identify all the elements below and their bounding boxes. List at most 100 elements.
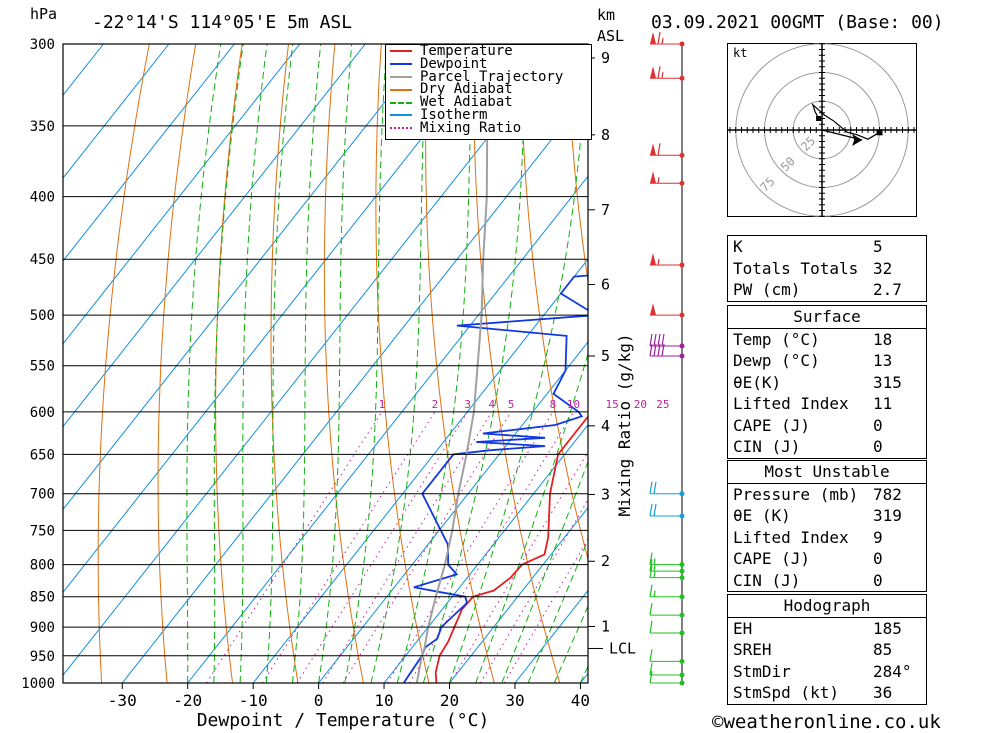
pressure-tick-label: 650 bbox=[30, 447, 55, 463]
mixing-ratio-label: 25 bbox=[656, 398, 669, 411]
pressure-unit-label: hPa bbox=[30, 5, 58, 23]
pressure-tick-label: 600 bbox=[30, 405, 55, 421]
legend-entry: Mixing Ratio bbox=[386, 119, 591, 136]
wet-adiabat-line bbox=[186, 44, 222, 683]
storm-motion-arrowhead bbox=[852, 134, 863, 147]
pressure-tick-label: 350 bbox=[30, 119, 55, 135]
wet-adiabat-line bbox=[239, 44, 268, 683]
index-value: 11 bbox=[873, 394, 893, 414]
legend-entry: Dewpoint bbox=[386, 57, 591, 71]
pressure-tick-label: 700 bbox=[30, 487, 55, 503]
indices-table-hodograph: Hodograph EH 185 SREH 85 StmDir 284° StmSpd (k… bbox=[727, 594, 927, 705]
height-tick-label: 6 bbox=[601, 276, 610, 294]
index-row: Lifted Index 11 bbox=[728, 393, 926, 415]
isotherm-line bbox=[121, 92, 588, 683]
mixing-ratio-axis-title: Mixing Ratio (g/kg) bbox=[615, 333, 634, 516]
mixing-ratio-line bbox=[322, 411, 493, 683]
temperature-tick-label: -30 bbox=[108, 691, 137, 710]
index-row: StmSpd (kt) 36 bbox=[728, 682, 926, 704]
temperature-tick-label: 30 bbox=[505, 691, 524, 710]
index-label: EH bbox=[733, 618, 753, 638]
index-label: Dewp (°C) bbox=[733, 351, 820, 371]
index-value: 85 bbox=[873, 640, 893, 660]
index-row: CIN (J) 0 bbox=[728, 436, 926, 458]
indices-table-general: K 5 Totals Totals 32 PW (cm) 2.7 bbox=[727, 235, 927, 302]
index-value: 18 bbox=[873, 329, 893, 349]
copyright-link[interactable]: ©weatheronline.co.uk bbox=[712, 711, 941, 733]
index-label: PW (cm) bbox=[733, 280, 801, 300]
index-value: 284° bbox=[873, 661, 912, 681]
height-tick-label: 4 bbox=[601, 417, 610, 435]
isotherm-line bbox=[63, 44, 235, 262]
wet-adiabat-line bbox=[291, 44, 322, 683]
wind-barb bbox=[649, 565, 685, 581]
wind-barb bbox=[649, 603, 685, 618]
isotherm-line bbox=[252, 258, 588, 683]
isotherm-line bbox=[63, 44, 301, 345]
legend-swatch bbox=[390, 127, 412, 130]
index-label: StmDir bbox=[733, 661, 791, 681]
wind-barb bbox=[649, 343, 685, 359]
station-location: -22°14'S 114°05'E 5m ASL bbox=[92, 12, 353, 33]
height-tick-label: 5 bbox=[601, 347, 610, 365]
index-row: CIN (J) 0 bbox=[728, 570, 926, 592]
legend-swatch bbox=[390, 63, 412, 66]
index-label: Totals Totals bbox=[733, 258, 859, 278]
mixing-ratio-label: 8 bbox=[550, 398, 557, 411]
dry-adiabat-line bbox=[215, 44, 243, 683]
mixing-ratio-label: 20 bbox=[634, 398, 647, 411]
wet-adiabat-line bbox=[501, 460, 588, 683]
index-label: Temp (°C) bbox=[733, 329, 820, 349]
index-label: θE (K) bbox=[733, 506, 791, 526]
hodograph-start-marker bbox=[816, 116, 822, 121]
index-value: 782 bbox=[873, 484, 902, 504]
index-label: CAPE (J) bbox=[733, 549, 811, 569]
index-label: Lifted Index bbox=[733, 527, 849, 547]
pressure-tick-label: 300 bbox=[30, 37, 55, 53]
temperature-tick-label: 20 bbox=[440, 691, 459, 710]
wind-barb bbox=[649, 649, 685, 664]
dry-adiabat-line bbox=[270, 44, 299, 683]
most-unstable-section-title: Most Unstable bbox=[728, 461, 926, 484]
hodograph-end-marker bbox=[876, 129, 883, 136]
sounding-datetime: 03.09.2021 00GMT (Base: 00) bbox=[651, 12, 944, 33]
wind-barb bbox=[649, 552, 685, 568]
index-value: 315 bbox=[873, 372, 902, 392]
legend-label: Wet Adiabat bbox=[420, 94, 513, 111]
wind-barb bbox=[650, 143, 685, 158]
dewpoint-profile bbox=[402, 44, 588, 683]
isotherm-line bbox=[63, 44, 366, 428]
index-row: EH 185 bbox=[728, 618, 926, 640]
index-row: StmDir 284° bbox=[728, 661, 926, 683]
index-row: Dewp (°C) 13 bbox=[728, 350, 926, 372]
isotherm-line bbox=[318, 341, 588, 683]
pressure-tick-label: 1000 bbox=[21, 676, 55, 692]
index-value: 9 bbox=[873, 527, 883, 547]
mixing-ratio-label: 10 bbox=[567, 398, 580, 411]
index-value: 36 bbox=[873, 683, 893, 703]
legend-entry: Parcel Trajectory bbox=[386, 70, 591, 83]
dry-adiabat-line bbox=[566, 44, 588, 285]
dry-adiabat-line bbox=[938, 44, 1000, 683]
legend-swatch bbox=[390, 50, 412, 53]
legend-swatch bbox=[390, 101, 412, 104]
legend-label: Mixing Ratio bbox=[420, 119, 522, 136]
wet-adiabat-line bbox=[318, 44, 353, 683]
index-row: θE(K) 315 bbox=[728, 372, 926, 394]
index-label: StmSpd (kt) bbox=[733, 683, 839, 703]
index-value: 2.7 bbox=[873, 280, 902, 300]
index-row: Totals Totals 32 bbox=[728, 258, 926, 280]
legend-entry: Dry Adiabat bbox=[386, 83, 591, 96]
temperature-tick-label: 0 bbox=[314, 691, 324, 710]
index-label: θE(K) bbox=[733, 372, 782, 392]
index-value: 319 bbox=[873, 506, 902, 526]
height-tick-label: 8 bbox=[601, 126, 610, 144]
index-row: SREH 85 bbox=[728, 639, 926, 661]
dry-adiabat-line bbox=[157, 44, 197, 683]
wind-barb bbox=[649, 559, 685, 574]
isotherm-line bbox=[383, 424, 588, 683]
pressure-tick-label: 950 bbox=[30, 649, 55, 665]
wind-barb bbox=[649, 670, 685, 686]
legend-entry: Wet Adiabat bbox=[386, 94, 591, 111]
